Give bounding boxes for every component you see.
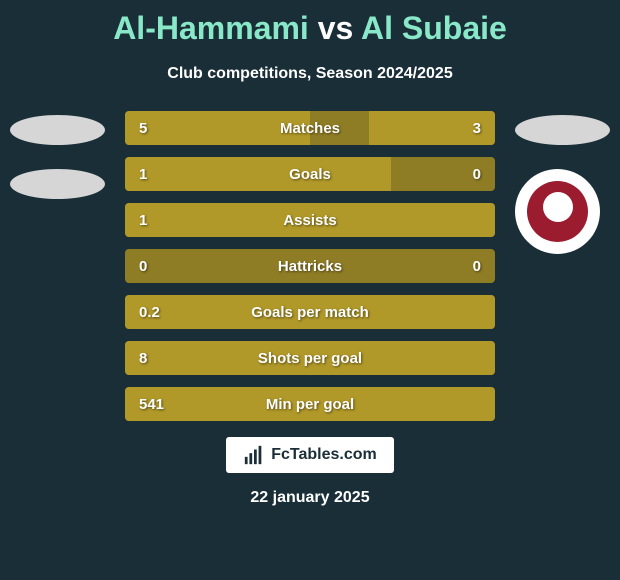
stat-row: 0.2Goals per match <box>125 295 495 329</box>
stat-row: 00Hattricks <box>125 249 495 283</box>
subtitle: Club competitions, Season 2024/2025 <box>0 65 620 83</box>
club-logo <box>515 169 600 254</box>
bar-label: Matches <box>125 111 495 145</box>
footer-logo: FcTables.com <box>226 437 394 473</box>
club-logo-inner <box>527 181 588 242</box>
title-vs: vs <box>318 10 354 46</box>
bar-label: Shots per goal <box>125 341 495 375</box>
title-player2: Al Subaie <box>361 10 507 46</box>
right-player-avatar-area <box>515 115 610 254</box>
ellipse-shape <box>10 115 105 145</box>
stat-row: 541Min per goal <box>125 387 495 421</box>
bar-label: Min per goal <box>125 387 495 421</box>
stats-bars: 53Matches 10Goals 1Assists 00Hattricks 0.2Go… <box>125 111 495 421</box>
chart-icon <box>243 444 265 466</box>
bar-label: Goals <box>125 157 495 191</box>
ellipse-shape <box>10 169 105 199</box>
title-player1: Al-Hammami <box>113 10 309 46</box>
stat-row: 1Assists <box>125 203 495 237</box>
left-player-avatar-area <box>10 115 105 223</box>
footer-logo-text: FcTables.com <box>271 446 377 464</box>
bar-label: Hattricks <box>125 249 495 283</box>
club-logo-ball <box>543 192 573 222</box>
ellipse-shape <box>515 115 610 145</box>
stat-row: 53Matches <box>125 111 495 145</box>
footer-date: 22 january 2025 <box>0 489 620 507</box>
bar-label: Goals per match <box>125 295 495 329</box>
stat-row: 10Goals <box>125 157 495 191</box>
stat-row: 8Shots per goal <box>125 341 495 375</box>
bar-label: Assists <box>125 203 495 237</box>
page-title: Al-Hammami vs Al Subaie <box>0 0 620 47</box>
